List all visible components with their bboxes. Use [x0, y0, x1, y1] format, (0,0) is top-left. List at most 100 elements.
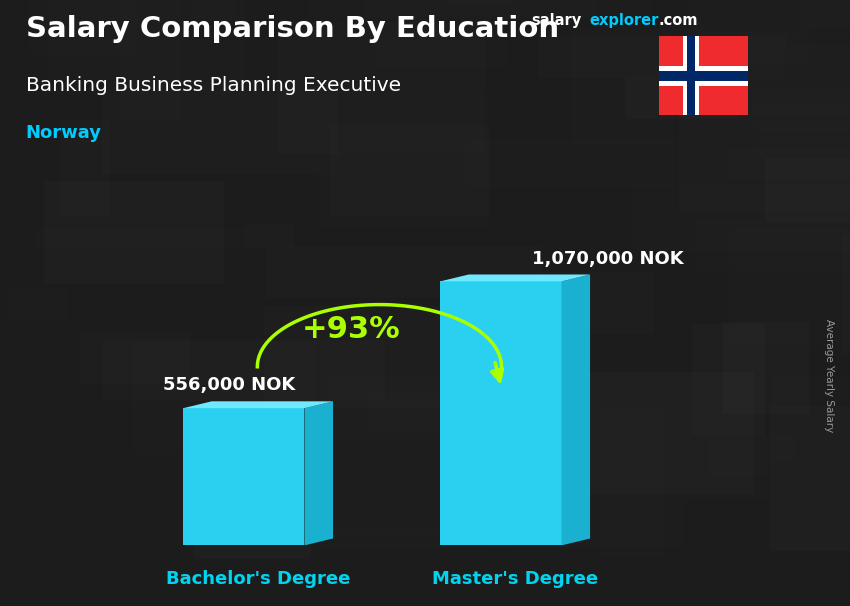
Bar — [727, 148, 850, 179]
Bar — [659, 71, 748, 81]
Bar — [673, 44, 739, 127]
Bar — [429, 0, 553, 105]
Bar — [525, 433, 589, 545]
Text: .com: .com — [659, 13, 698, 28]
Bar — [467, 139, 675, 187]
Bar — [330, 125, 490, 216]
Bar — [765, 158, 850, 222]
Bar — [80, 132, 141, 192]
Bar — [259, 470, 476, 547]
Bar — [539, 152, 604, 281]
Bar — [44, 181, 224, 284]
Bar — [21, 0, 277, 22]
Bar — [133, 341, 315, 454]
Bar — [538, 35, 786, 78]
Text: Average Yearly Salary: Average Yearly Salary — [824, 319, 834, 432]
Text: +93%: +93% — [302, 315, 400, 344]
Bar — [678, 88, 850, 212]
Text: Salary Comparison By Education: Salary Comparison By Education — [26, 15, 558, 43]
Bar — [244, 225, 294, 248]
Text: Banking Business Planning Executive: Banking Business Planning Executive — [26, 76, 400, 95]
Bar — [659, 66, 748, 85]
Bar — [303, 113, 348, 147]
Bar — [147, 243, 292, 343]
Bar — [60, 121, 110, 217]
Bar — [320, 526, 509, 549]
Text: Bachelor's Degree: Bachelor's Degree — [166, 570, 350, 588]
Bar — [634, 184, 850, 253]
Text: salary: salary — [531, 13, 581, 28]
Bar — [772, 378, 850, 461]
Polygon shape — [183, 408, 304, 545]
Text: explorer: explorer — [589, 13, 659, 28]
Bar — [600, 407, 665, 557]
Bar — [694, 219, 850, 270]
Bar — [102, 340, 385, 401]
Bar — [5, 0, 228, 112]
Bar — [445, 315, 493, 347]
Bar — [515, 494, 584, 601]
Polygon shape — [562, 275, 590, 545]
Bar — [102, 81, 338, 174]
Bar — [367, 393, 566, 430]
Bar — [723, 322, 809, 414]
Bar — [290, 402, 568, 538]
Bar — [517, 358, 575, 502]
Bar — [35, 227, 250, 248]
Bar — [331, 376, 584, 442]
Bar — [842, 235, 850, 356]
Bar — [688, 0, 850, 115]
Bar — [195, 520, 311, 559]
Bar — [304, 435, 567, 536]
Bar — [49, 0, 245, 81]
Text: Norway: Norway — [26, 124, 101, 142]
Text: 556,000 NOK: 556,000 NOK — [163, 376, 296, 395]
Bar — [729, 227, 850, 346]
Polygon shape — [304, 401, 333, 545]
Bar — [625, 77, 740, 119]
Bar — [9, 288, 66, 322]
Bar — [364, 0, 652, 20]
Polygon shape — [440, 281, 562, 545]
Bar — [537, 272, 654, 335]
Bar — [319, 0, 547, 30]
Bar — [276, 22, 484, 154]
Polygon shape — [440, 275, 590, 281]
Bar — [660, 128, 811, 268]
Bar — [799, 0, 850, 28]
Bar — [388, 44, 481, 130]
Bar — [449, 0, 510, 4]
Bar — [376, 35, 507, 68]
Bar — [267, 247, 541, 298]
Bar — [687, 36, 695, 115]
Bar — [29, 0, 138, 55]
Bar — [319, 95, 490, 227]
Bar — [707, 435, 796, 478]
Bar — [242, 499, 440, 584]
Polygon shape — [183, 401, 333, 408]
Bar — [812, 59, 850, 159]
Bar — [309, 0, 597, 17]
Bar — [465, 373, 755, 494]
Text: Master's Degree: Master's Degree — [432, 570, 598, 588]
Bar — [108, 242, 347, 290]
Bar — [691, 0, 850, 32]
Bar — [695, 0, 740, 84]
Bar — [166, 147, 280, 168]
Bar — [754, 104, 850, 133]
Bar — [80, 333, 190, 383]
Bar — [686, 30, 810, 63]
Bar — [692, 324, 765, 435]
Bar — [571, 29, 674, 144]
Bar — [683, 36, 700, 115]
Bar — [264, 306, 493, 409]
Bar — [484, 397, 684, 547]
Bar — [548, 431, 767, 501]
Text: 1,070,000 NOK: 1,070,000 NOK — [532, 250, 683, 268]
Bar — [769, 406, 850, 551]
Bar — [745, 45, 850, 157]
Bar — [508, 3, 573, 47]
Bar — [120, 0, 181, 120]
Bar — [190, 0, 235, 22]
Bar — [817, 30, 850, 58]
